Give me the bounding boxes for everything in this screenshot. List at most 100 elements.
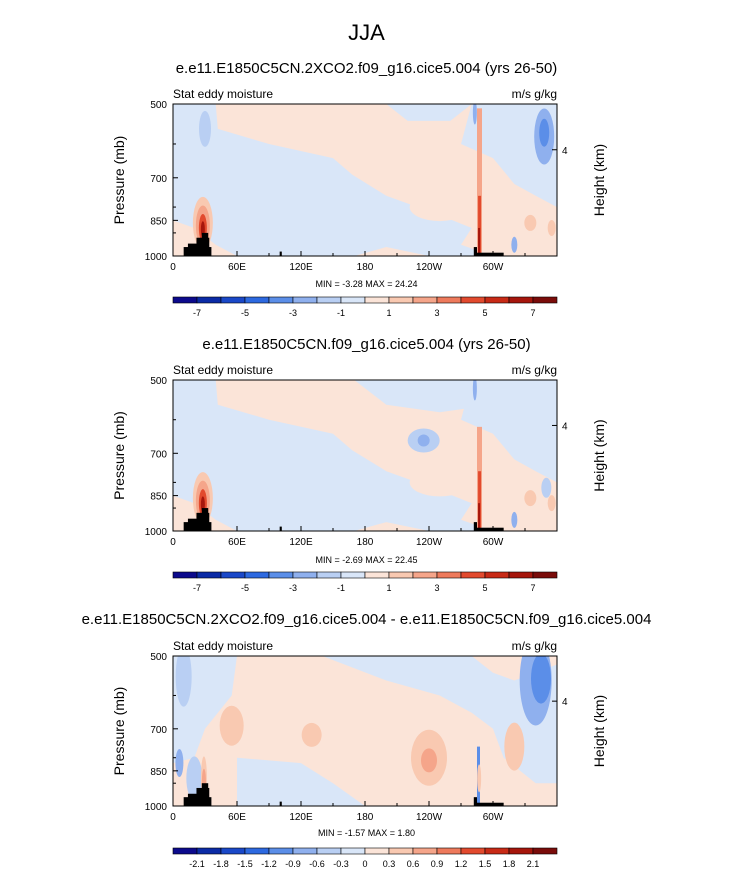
field-contour <box>417 434 430 447</box>
field-contour <box>199 110 211 147</box>
colorbar-label: 1.5 <box>479 859 492 869</box>
colorbar-label: 2.1 <box>527 859 540 869</box>
colorbar-label: -7 <box>193 308 201 318</box>
colorbar-swatch <box>340 847 366 855</box>
y-right-tick-label: 4 <box>562 697 568 708</box>
field-contour <box>421 748 437 773</box>
colorbar-label: -1 <box>337 308 345 318</box>
colorbar-swatch <box>412 571 438 579</box>
y-tick-label: 850 <box>150 767 167 778</box>
panel-units-label: m/s g/kg <box>512 639 557 653</box>
field-hotspot <box>478 503 481 531</box>
colorbar-swatch <box>268 571 294 579</box>
y-tick-label: 700 <box>150 725 167 736</box>
colorbar-swatch <box>388 296 414 304</box>
y-right-axis-title: Height (km) <box>591 419 607 491</box>
colorbar-swatch <box>484 296 510 304</box>
y-right-tick-label: 4 <box>562 421 568 432</box>
field-contour <box>524 214 537 231</box>
colorbar-label: -1.5 <box>237 859 253 869</box>
colorbar-swatch <box>364 847 390 855</box>
field-contour <box>547 495 556 512</box>
land-mask <box>477 802 504 806</box>
field-hotspot <box>478 195 482 256</box>
panel-variable-label: Stat eddy moisture <box>173 363 273 377</box>
colorbar-swatch <box>484 847 510 855</box>
colorbar-swatch <box>436 847 462 855</box>
colorbar-swatch <box>484 571 510 579</box>
field-contour <box>531 656 551 704</box>
field-contour <box>409 468 470 497</box>
y-tick-label: 500 <box>150 652 167 663</box>
colorbar-swatch <box>196 847 222 855</box>
x-tick-label: 120W <box>416 812 443 823</box>
y-tick-label: 700 <box>150 449 167 460</box>
x-tick-label: 60E <box>228 537 246 548</box>
colorbar-label: -3 <box>289 308 297 318</box>
x-tick-label: 120E <box>289 812 313 823</box>
x-tick-label: 60E <box>228 812 246 823</box>
min-max-stats: MIN = -1.57 MAX = 1.80 <box>318 828 415 838</box>
colorbar-label: 1.2 <box>455 859 468 869</box>
colorbar-label: -0.9 <box>285 859 301 869</box>
field-contour <box>175 749 184 778</box>
colorbar: -7 -5 -3 -1 1 3 5 7 <box>172 296 558 318</box>
y-tick-label: 850 <box>150 492 167 503</box>
y-right-axis-title: Height (km) <box>591 144 607 216</box>
land-mask <box>279 801 282 806</box>
colorbar-swatch <box>532 847 558 855</box>
x-tick-label: 0 <box>170 537 176 548</box>
colorbar-swatch <box>388 847 414 855</box>
colorbar-label: 3 <box>434 308 439 318</box>
colorbar-label: -0.3 <box>333 859 349 869</box>
field-negative-region <box>173 380 493 531</box>
colorbar-swatch <box>460 571 486 579</box>
x-tick-label: 60E <box>228 262 246 273</box>
colorbar-swatch <box>220 296 246 304</box>
x-tick-label: 120W <box>416 537 443 548</box>
colorbar-swatch <box>220 847 246 855</box>
x-tick-label: 180 <box>357 262 374 273</box>
field-contour <box>301 722 322 747</box>
field-contour <box>504 722 525 771</box>
y-tick-label: 700 <box>150 174 167 185</box>
page-title: JJA <box>348 20 385 45</box>
colorbar-swatch <box>436 296 462 304</box>
colorbar-swatch <box>292 847 318 855</box>
x-tick-label: 60W <box>483 537 504 548</box>
field-contour <box>547 219 556 236</box>
colorbar-label: -5 <box>241 583 249 593</box>
colorbar-label: 1 <box>386 308 391 318</box>
colorbar-swatch <box>436 571 462 579</box>
colorbar-swatch <box>460 847 486 855</box>
colorbar-swatch <box>532 296 558 304</box>
colorbar-swatch <box>292 571 318 579</box>
colorbar: -2.1 -1.8 -1.5 -1.2 -0.9 -0.6 -0.3 0 0.3 0.6 0.9 1.… <box>172 847 558 869</box>
field-negative-region <box>173 104 493 256</box>
field-negative-region <box>237 757 365 806</box>
land-mask <box>473 797 477 806</box>
colorbar-label: -5 <box>241 308 249 318</box>
colorbar-swatch <box>316 847 342 855</box>
field-contour <box>175 656 192 707</box>
colorbar-label: -2.1 <box>189 859 205 869</box>
y-axis-title: Pressure (mb) <box>111 136 127 225</box>
field-negative-region <box>269 503 355 531</box>
colorbar-swatch <box>172 571 198 579</box>
land-mask <box>279 526 282 531</box>
colorbar-swatch <box>364 571 390 579</box>
colorbar-label: -3 <box>289 583 297 593</box>
y-tick-label: 1000 <box>145 527 168 538</box>
colorbar-swatch <box>268 847 294 855</box>
colorbar-swatch <box>196 296 222 304</box>
land-mask <box>473 247 477 256</box>
y-tick-label: 500 <box>150 100 167 111</box>
min-max-stats: MIN = -3.28 MAX = 24.24 <box>315 279 417 289</box>
field-contour <box>511 511 518 528</box>
colorbar-label: 0.9 <box>431 859 444 869</box>
field-contour <box>477 764 482 793</box>
panel-3: e.e11.E1850C5CN.2XCO2.f09_g16.cice5.004 … <box>82 611 652 869</box>
colorbar-swatch <box>292 296 318 304</box>
colorbar-swatch <box>316 571 342 579</box>
colorbar-swatch <box>172 296 198 304</box>
